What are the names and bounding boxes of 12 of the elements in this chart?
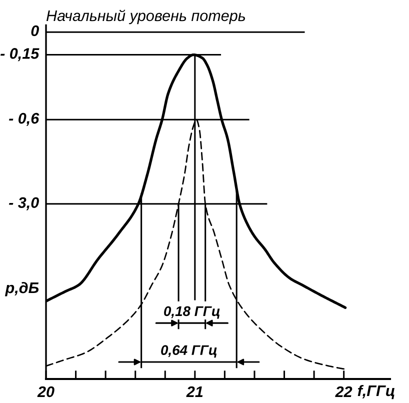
x-tick-label: 22 xyxy=(335,386,352,397)
text: - 3,0 xyxy=(8,197,39,210)
x-axis-title: f,ГГц xyxy=(358,384,394,400)
annotation: 0,18 ГГц xyxy=(164,306,220,319)
x-tick-label: 21 xyxy=(186,386,203,397)
text: - 0,6 xyxy=(8,112,40,126)
annotation: 0,64 ГГц xyxy=(161,345,217,358)
x-tick-label: 20 xyxy=(37,386,54,398)
text: 0 xyxy=(31,25,39,36)
chart-title: Начальный уровень потерь xyxy=(46,10,245,24)
text: - 0,15 xyxy=(0,48,40,62)
y-axis-title: p,дБ xyxy=(4,282,39,296)
